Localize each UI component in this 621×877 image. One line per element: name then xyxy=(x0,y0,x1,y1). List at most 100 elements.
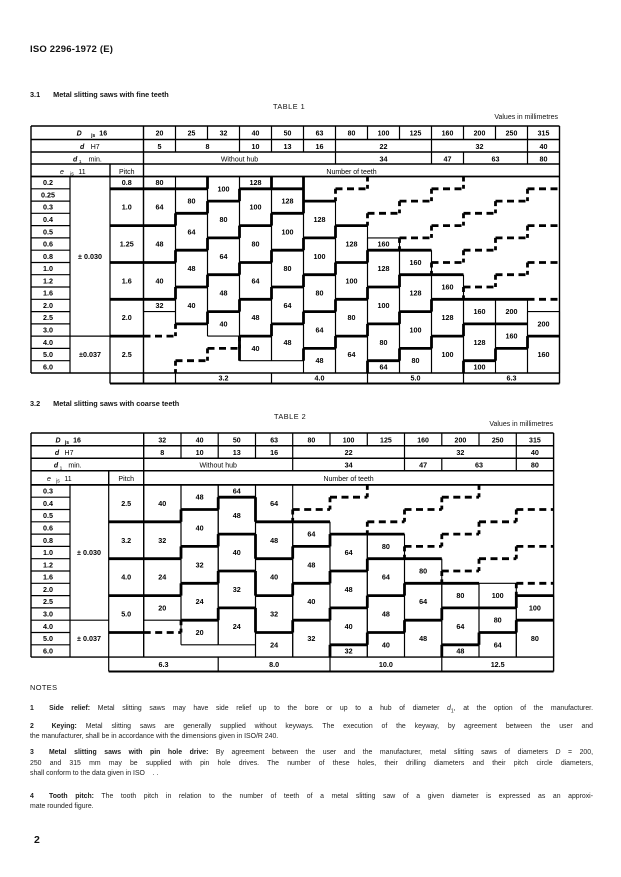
svg-text:48: 48 xyxy=(307,560,315,569)
svg-text:1.2: 1.2 xyxy=(43,276,53,285)
svg-text:32: 32 xyxy=(220,131,228,138)
svg-text:50: 50 xyxy=(284,131,292,138)
svg-text:40: 40 xyxy=(540,142,548,151)
svg-text:± 0.030: ± 0.030 xyxy=(77,548,101,557)
svg-text:0.3: 0.3 xyxy=(43,487,53,496)
svg-text:1.6: 1.6 xyxy=(43,573,53,582)
svg-text:d: d xyxy=(55,450,60,457)
svg-text:0.6: 0.6 xyxy=(43,524,53,533)
svg-text:80: 80 xyxy=(531,461,539,470)
svg-text:1.0: 1.0 xyxy=(122,203,132,212)
svg-text:40: 40 xyxy=(156,276,164,285)
svg-text:100: 100 xyxy=(343,437,355,444)
svg-text:80: 80 xyxy=(382,542,390,551)
svg-text:js: js xyxy=(90,133,95,139)
svg-text:128: 128 xyxy=(378,264,390,273)
svg-text:20: 20 xyxy=(156,131,164,138)
svg-text:32: 32 xyxy=(345,647,353,656)
svg-text:Without hub: Without hub xyxy=(200,463,237,470)
svg-text:64: 64 xyxy=(419,597,427,606)
svg-text:24: 24 xyxy=(233,622,241,631)
svg-text:48: 48 xyxy=(316,356,324,365)
svg-text:0.4: 0.4 xyxy=(43,215,53,224)
svg-text:13: 13 xyxy=(233,448,241,457)
svg-text:1.2: 1.2 xyxy=(43,560,53,569)
svg-text:2.0: 2.0 xyxy=(43,301,53,310)
svg-text:100: 100 xyxy=(410,326,422,335)
svg-text:3.0: 3.0 xyxy=(43,610,53,619)
svg-text:e: e xyxy=(60,169,64,176)
svg-text:± 0.037: ± 0.037 xyxy=(77,634,101,643)
svg-text:32: 32 xyxy=(196,560,204,569)
svg-text:200: 200 xyxy=(538,319,550,328)
svg-text:d: d xyxy=(54,463,59,470)
svg-text:0.5: 0.5 xyxy=(43,227,53,236)
svg-text:48: 48 xyxy=(382,610,390,619)
svg-text:16: 16 xyxy=(99,131,107,138)
svg-text:24: 24 xyxy=(196,597,204,606)
svg-text:200: 200 xyxy=(455,437,467,444)
svg-text:Number of teeth: Number of teeth xyxy=(326,169,376,176)
svg-text:8.0: 8.0 xyxy=(269,660,279,669)
svg-text:40: 40 xyxy=(196,437,204,444)
svg-text:1.0: 1.0 xyxy=(43,548,53,557)
svg-text:315: 315 xyxy=(538,131,550,138)
svg-text:160: 160 xyxy=(442,283,454,292)
svg-text:64: 64 xyxy=(380,362,388,371)
svg-text:64: 64 xyxy=(188,227,196,236)
svg-text:40: 40 xyxy=(307,597,315,606)
svg-text:32: 32 xyxy=(307,634,315,643)
svg-text:80: 80 xyxy=(316,289,324,298)
svg-text:100: 100 xyxy=(250,203,262,212)
svg-text:80: 80 xyxy=(419,567,427,576)
svg-text:D: D xyxy=(55,437,60,444)
svg-text:80: 80 xyxy=(531,634,539,643)
svg-text:4.0: 4.0 xyxy=(121,573,131,582)
svg-text:22: 22 xyxy=(380,142,388,151)
svg-text:25: 25 xyxy=(188,131,196,138)
svg-text:48: 48 xyxy=(233,511,241,520)
svg-text:Without hub: Without hub xyxy=(221,156,258,163)
svg-text:64: 64 xyxy=(348,350,356,359)
svg-text:125: 125 xyxy=(380,437,392,444)
svg-text:8: 8 xyxy=(206,142,210,151)
svg-text:250: 250 xyxy=(492,437,504,444)
svg-text:0.8: 0.8 xyxy=(43,536,53,545)
svg-text:64: 64 xyxy=(156,203,164,212)
svg-text:64: 64 xyxy=(382,573,390,582)
svg-text:80: 80 xyxy=(348,313,356,322)
svg-text:40: 40 xyxy=(220,319,228,328)
svg-text:100: 100 xyxy=(378,131,390,138)
svg-text:Number of teeth: Number of teeth xyxy=(323,476,373,483)
svg-text:16: 16 xyxy=(73,437,81,444)
svg-text:64: 64 xyxy=(252,276,260,285)
svg-text:H7: H7 xyxy=(91,144,100,151)
svg-text:2.5: 2.5 xyxy=(43,313,53,322)
svg-text:H7: H7 xyxy=(65,450,74,457)
svg-text:80: 80 xyxy=(348,131,356,138)
svg-text:64: 64 xyxy=(456,622,464,631)
svg-text:80: 80 xyxy=(380,338,388,347)
svg-text:0.8: 0.8 xyxy=(122,178,132,187)
svg-text:d: d xyxy=(73,156,78,163)
svg-text:min.: min. xyxy=(89,156,102,163)
svg-text:40: 40 xyxy=(382,640,390,649)
svg-text:80: 80 xyxy=(188,197,196,206)
svg-text:160: 160 xyxy=(442,131,454,138)
svg-text:13: 13 xyxy=(284,142,292,151)
svg-text:315: 315 xyxy=(529,437,541,444)
svg-text:160: 160 xyxy=(474,307,486,316)
svg-text:80: 80 xyxy=(156,178,164,187)
svg-text:0.5: 0.5 xyxy=(43,511,53,520)
svg-text:128: 128 xyxy=(442,313,454,322)
svg-text:min.: min. xyxy=(68,463,81,470)
svg-text:0.6: 0.6 xyxy=(43,240,53,249)
svg-text:48: 48 xyxy=(270,536,278,545)
svg-text:64: 64 xyxy=(307,530,315,539)
svg-text:80: 80 xyxy=(308,437,316,444)
svg-text:Pitch: Pitch xyxy=(119,169,135,176)
svg-text:80: 80 xyxy=(456,591,464,600)
svg-text:1: 1 xyxy=(79,159,82,165)
svg-text:5.0: 5.0 xyxy=(411,374,421,383)
svg-text:64: 64 xyxy=(233,487,241,496)
